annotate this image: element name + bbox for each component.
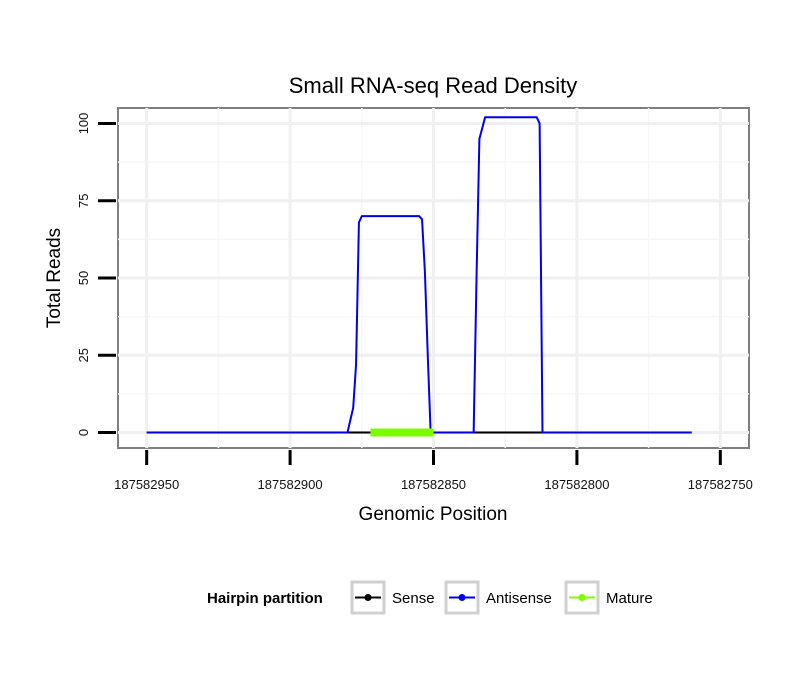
legend-label-mature: Mature bbox=[606, 590, 653, 607]
x-tick-label: 187582800 bbox=[544, 477, 609, 492]
legend-title: Hairpin partition bbox=[207, 590, 323, 607]
y-tick-label: 25 bbox=[76, 348, 91, 362]
legend-marker-mature bbox=[578, 594, 586, 601]
y-tick-label: 50 bbox=[76, 271, 91, 285]
x-axis-title: Genomic Position bbox=[359, 504, 508, 525]
x-tick-label: 187582950 bbox=[114, 477, 179, 492]
series-antisense-line bbox=[146, 116, 692, 434]
x-tick-label: 187582900 bbox=[258, 477, 323, 492]
legend-marker-antisense bbox=[458, 594, 466, 601]
y-axis-title: Total Reads bbox=[44, 228, 65, 328]
x-tick-label: 187582850 bbox=[401, 477, 466, 492]
x-axis: 187582950 187582900 187582850 187582800 1875… bbox=[114, 450, 753, 492]
legend-label-antisense: Antisense bbox=[486, 590, 552, 607]
chart-title: Small RNA-seq Read Density bbox=[289, 73, 578, 98]
y-tick-label: 100 bbox=[76, 113, 91, 135]
legend-label-sense: Sense bbox=[392, 590, 435, 607]
legend-marker-sense bbox=[364, 594, 372, 601]
x-tick-label: 187582750 bbox=[688, 477, 753, 492]
y-tick-label: 75 bbox=[76, 193, 91, 207]
series-lines bbox=[146, 116, 692, 437]
y-axis: 0 25 50 75 100 bbox=[76, 113, 116, 436]
legend: Hairpin partition Sense Antisense Mature bbox=[207, 580, 653, 615]
y-tick-label: 0 bbox=[76, 429, 91, 436]
